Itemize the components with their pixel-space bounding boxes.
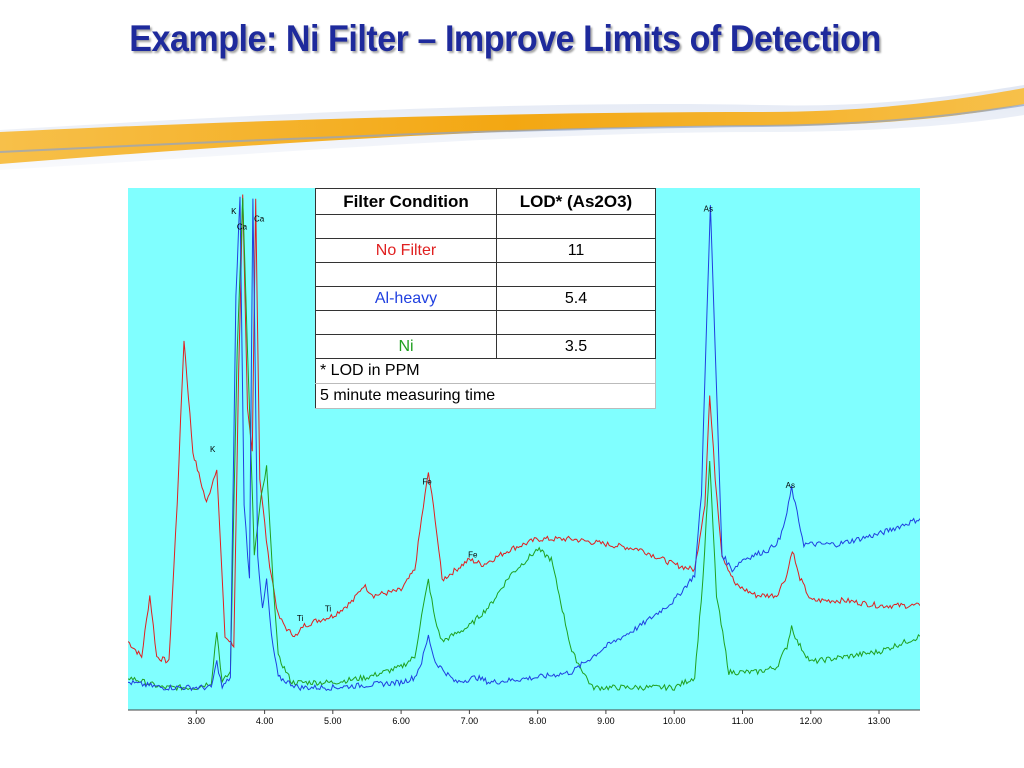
series-line-0	[128, 194, 920, 664]
table-row	[315, 262, 656, 287]
row-condition	[315, 310, 497, 335]
peak-label: Fe	[468, 551, 478, 560]
row-condition-no-filter: No Filter	[315, 238, 497, 263]
x-tick-label: 9.00	[597, 716, 615, 726]
row-condition-al-heavy: Al-heavy	[315, 286, 497, 311]
row-value-al-heavy: 5.4	[496, 286, 656, 311]
table-row: Ni 3.5	[315, 334, 656, 359]
peak-label: Ca	[254, 215, 265, 224]
lod-table: Filter Condition LOD* (As2O3) No Filter …	[315, 188, 656, 409]
x-tick-label: 4.00	[256, 716, 274, 726]
title-swoosh-decoration	[0, 85, 1024, 170]
peak-label: K	[231, 207, 237, 216]
table-note-row: * LOD in PPM	[315, 358, 656, 384]
row-condition	[315, 262, 497, 287]
row-value	[496, 214, 656, 239]
row-value-no-filter: 11	[496, 238, 656, 263]
row-condition-ni: Ni	[315, 334, 497, 359]
series-line-1	[128, 198, 920, 692]
peak-label: As	[786, 481, 795, 490]
x-tick-label: 5.00	[324, 716, 342, 726]
row-value	[496, 310, 656, 335]
peak-label: Fe	[422, 477, 432, 486]
x-tick-label: 13.00	[868, 716, 891, 726]
table-row	[315, 214, 656, 239]
peak-label: Ca	[237, 222, 248, 231]
x-tick-label: 7.00	[461, 716, 479, 726]
x-tick-label: 11.00	[732, 716, 754, 726]
x-tick-label: 8.00	[529, 716, 547, 726]
row-value	[496, 262, 656, 287]
table-note-row: 5 minute measuring time	[315, 383, 656, 409]
peak-label: Ti	[297, 614, 304, 623]
table-row: No Filter 11	[315, 238, 656, 263]
peak-label: As	[704, 204, 713, 213]
table-row: Al-heavy 5.4	[315, 286, 656, 311]
row-value-ni: 3.5	[496, 334, 656, 359]
x-tick-label: 3.00	[188, 716, 206, 726]
slide-title: Example: Ni Filter – Improve Limits of D…	[129, 18, 881, 59]
x-tick-label: 10.00	[663, 716, 686, 726]
note-lod-units: * LOD in PPM	[315, 358, 656, 384]
x-axis-band	[128, 710, 920, 728]
table-row	[315, 310, 656, 335]
x-tick-label: 12.00	[800, 716, 823, 726]
row-condition	[315, 214, 497, 239]
series-line-2	[128, 196, 920, 692]
header-filter-condition: Filter Condition	[315, 188, 497, 215]
lod-table-header-row: Filter Condition LOD* (As2O3)	[315, 188, 656, 215]
peak-label: Ti	[325, 605, 332, 614]
header-lod-as2o3: LOD* (As2O3)	[496, 188, 656, 215]
x-tick-label: 6.00	[392, 716, 410, 726]
note-measuring-time: 5 minute measuring time	[315, 383, 656, 409]
peak-label: K	[210, 445, 216, 454]
